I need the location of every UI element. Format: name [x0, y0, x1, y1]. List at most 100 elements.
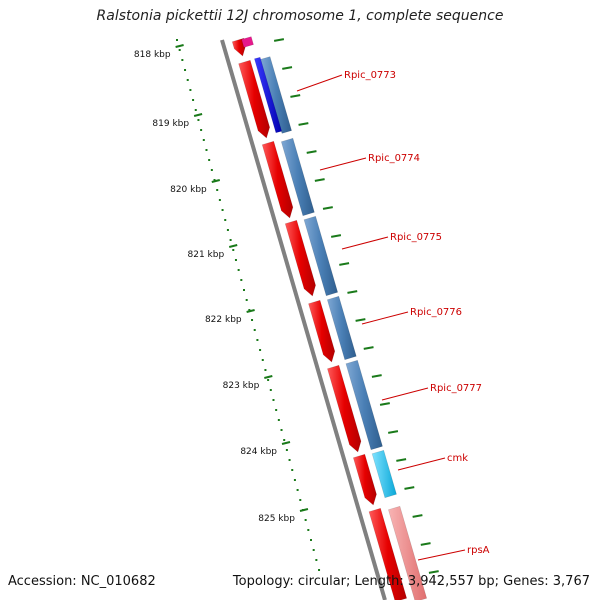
- gc-dot: [186, 79, 189, 81]
- top-feature: [241, 36, 254, 48]
- cds-highlight: [254, 56, 283, 134]
- outer-tick: [396, 458, 407, 462]
- outer-tick: [339, 262, 350, 266]
- cds-cmk: [371, 449, 397, 499]
- outer-tick: [314, 178, 325, 182]
- gc-dot: [237, 269, 240, 271]
- gene-leader-line: [417, 549, 466, 561]
- gene-label: rpsA: [467, 545, 490, 556]
- gc-dot: [194, 109, 197, 111]
- scale-tick-label: 818 kbp: [134, 50, 171, 60]
- gc-dot: [234, 259, 237, 261]
- cds-forward: [231, 37, 247, 57]
- scale-tick: [281, 441, 291, 445]
- gc-dot: [312, 549, 315, 551]
- gc-dot: [256, 339, 259, 341]
- scale-tick: [264, 375, 273, 379]
- outer-tick: [420, 542, 431, 546]
- outer-tick: [379, 402, 390, 406]
- gc-dot: [218, 199, 221, 201]
- map-title: Ralstonia pickettii 12J chromosome 1, co…: [96, 8, 504, 24]
- accession-text: Accession: NC_010682: [8, 574, 156, 589]
- gc-dot: [178, 49, 181, 51]
- cds-reverse: [303, 215, 339, 297]
- rrna-rpsA: [388, 505, 428, 600]
- gc-dot: [232, 249, 235, 251]
- gc-dot: [184, 69, 187, 71]
- gene-label: Rpic_0776: [410, 307, 462, 318]
- scale-tick-label: 822 kbp: [205, 315, 242, 325]
- gc-dot: [229, 239, 232, 241]
- gc-dot: [264, 369, 267, 371]
- gc-dot: [261, 359, 264, 361]
- gc-dot: [202, 139, 205, 141]
- gc-dot: [315, 559, 318, 561]
- gc-dot: [208, 159, 211, 161]
- scale-tick: [246, 309, 255, 313]
- outer-tick: [322, 206, 333, 210]
- outer-tick: [330, 234, 342, 238]
- gc-dot: [240, 279, 243, 281]
- outer-tick: [282, 66, 293, 70]
- gc-dot: [205, 149, 208, 151]
- gc-dot: [318, 569, 321, 571]
- gc-dot: [280, 429, 283, 431]
- scale-tick-label: 823 kbp: [223, 381, 260, 391]
- gc-dot: [181, 59, 184, 61]
- gc-dot: [307, 529, 310, 531]
- gc-dot: [200, 129, 203, 131]
- gc-dot: [277, 419, 280, 421]
- outer-tick: [363, 346, 374, 350]
- gene-label: Rpic_0777: [430, 383, 482, 394]
- feature-track: [231, 36, 428, 600]
- gc-dot: [272, 399, 275, 401]
- cds-reverse: [345, 359, 383, 451]
- gc-dot: [224, 219, 227, 221]
- cds-forward: [327, 364, 362, 453]
- scale-tick: [228, 244, 238, 248]
- summary-text: Topology: circular; Length: 3,942,557 bp…: [232, 574, 590, 589]
- gc-dot: [291, 469, 294, 471]
- gc-dot: [226, 229, 229, 231]
- gc-dot: [245, 299, 248, 301]
- scale-tick-label: 819 kbp: [152, 119, 189, 129]
- gc-dot: [213, 179, 216, 181]
- gc-dot: [299, 499, 302, 501]
- outer-tick: [355, 318, 366, 322]
- gene-leader-line: [319, 157, 367, 171]
- scale-tick: [193, 113, 203, 117]
- cds-reverse: [326, 295, 357, 361]
- outer-tick: [290, 94, 301, 98]
- scale-tick: [175, 44, 184, 48]
- scale-tick-label: 820 kbp: [170, 185, 207, 195]
- gene-label: Rpic_0773: [344, 70, 396, 81]
- gene-label: Rpic_0775: [390, 232, 442, 243]
- gene-labels: Rpic_0773 Rpic_0774 Rpic_0775 Rpic_0776 Rpic…: [296, 70, 490, 561]
- gc-dot: [221, 209, 224, 211]
- gc-dot: [310, 539, 312, 541]
- outer-tick: [273, 38, 285, 42]
- gc-dot: [210, 169, 213, 171]
- backbone: [220, 39, 387, 600]
- gc-dot: [248, 309, 251, 311]
- scale-tick-label: 821 kbp: [188, 250, 225, 260]
- gene-leader-line: [296, 74, 343, 92]
- gc-dot: [269, 389, 272, 391]
- cds-forward: [308, 299, 336, 363]
- cds-forward: [238, 59, 271, 139]
- outer-tick: [412, 514, 423, 518]
- outer-tick: [298, 122, 309, 126]
- gc-dot: [189, 89, 192, 91]
- outer-tick: [306, 150, 317, 154]
- gc-dot: [197, 119, 200, 121]
- scale-tick-label: 824 kbp: [240, 447, 277, 457]
- cds-reverse: [280, 137, 315, 217]
- gc-dot: [176, 39, 178, 41]
- cds-forward: [368, 507, 408, 600]
- gene-leader-line: [397, 457, 446, 471]
- gene-leader-line: [341, 236, 389, 250]
- gc-dot: [304, 519, 307, 521]
- gc-dot: [216, 189, 219, 191]
- gc-dot: [296, 489, 299, 491]
